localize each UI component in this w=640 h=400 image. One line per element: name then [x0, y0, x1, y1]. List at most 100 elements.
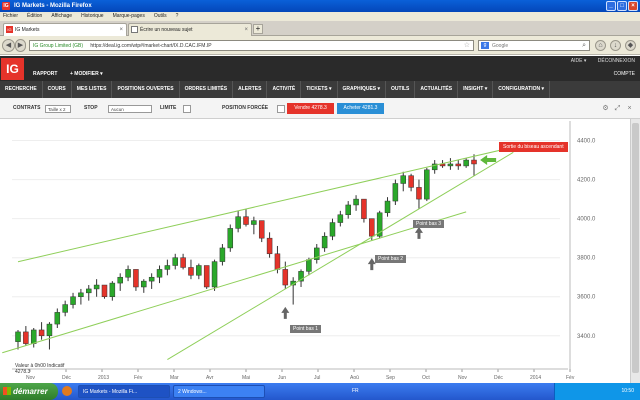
settings-icon[interactable]: ⚙ [602, 105, 609, 112]
menu-edition[interactable]: Édition [27, 13, 43, 19]
candle-body [337, 214, 344, 223]
firefox-quicklaunch-icon[interactable] [62, 386, 72, 396]
candle-body [180, 257, 186, 268]
nav-graphiques[interactable]: GRAPHIQUES ▾ [338, 81, 387, 98]
menu-outils[interactable]: Outils [153, 13, 167, 19]
maximize-button[interactable]: □ [617, 1, 627, 11]
expand-icon[interactable]: ⤢ [614, 105, 621, 112]
compte-link[interactable]: COMPTE [613, 71, 635, 77]
window-title: IG Markets - Mozilla Firefox [14, 3, 92, 9]
site-identity[interactable]: IG Group Limited (GB) [33, 43, 84, 49]
nav-positions-ouvertes[interactable]: POSITIONS OUVERTES [112, 81, 180, 98]
forward-button[interactable]: ▶ [15, 39, 26, 52]
download-icon[interactable]: ↓ [610, 40, 621, 51]
annotation-point-bas-3: Point bas 3 [413, 220, 445, 228]
modifier-button[interactable]: + MODIFIER ▾ [70, 71, 103, 77]
aide-link[interactable]: AIDE ▾ [570, 58, 587, 64]
position-forcee-checkbox[interactable] [277, 105, 285, 113]
addon-icon[interactable]: ◆ [625, 40, 636, 51]
candle-body [258, 220, 265, 239]
deconnexion-link[interactable]: DÉCONNEXION [597, 58, 635, 64]
nav-cours[interactable]: COURS [43, 81, 72, 98]
tab-close-icon[interactable]: × [244, 27, 248, 33]
candle-body [251, 220, 257, 225]
buy-button[interactable]: Acheter 4281.3 [337, 103, 384, 114]
contrats-label: CONTRATS [13, 105, 41, 111]
tab-label: Écrire un nouveau sujet [140, 27, 193, 33]
chart-note-value: 4278.3 [15, 369, 31, 375]
language-indicator[interactable]: FR [352, 388, 359, 394]
nav-tickets[interactable]: TICKETS ▾ [301, 81, 338, 98]
minimize-button[interactable]: _ [606, 1, 616, 11]
x-tick-label: Déc [62, 375, 71, 381]
firefox-icon: IG [2, 2, 10, 10]
contrats-input[interactable]: Taille x 2 [45, 105, 71, 113]
close-icon[interactable]: × [627, 105, 632, 112]
tab-ig-markets[interactable]: IG IG Markets × [3, 23, 127, 36]
search-placeholder: Google [492, 43, 509, 49]
nav-insight[interactable]: INSIGHT ▾ [458, 81, 494, 98]
taskbar-item-windows[interactable]: 2 Windows... [173, 385, 265, 398]
home-icon[interactable]: ⌂ [595, 40, 606, 51]
window-titlebar: IG IG Markets - Mozilla Firefox _ □ × [0, 0, 640, 12]
search-box[interactable]: g Google ⌕ [478, 40, 590, 51]
bookmark-star-icon[interactable]: ☆ [463, 42, 470, 49]
nav-alertes[interactable]: ALERTES [233, 81, 268, 98]
x-tick-label: Nov [26, 375, 35, 381]
candle-body [93, 284, 100, 290]
sell-button[interactable]: Vendre 4278.3 [287, 103, 334, 114]
rapport-link[interactable]: RAPPORT [33, 71, 58, 77]
ig-logo[interactable]: IG [1, 58, 24, 80]
stop-select[interactable]: Aucun [108, 105, 152, 113]
nav-ordres-limites[interactable]: ORDRES LIMITÉS [180, 81, 234, 98]
candle-body [345, 204, 351, 215]
candle-body [306, 259, 312, 272]
candlestick-chart[interactable]: 3400.0 3600.0 3800.0 4000.0 4200.0 4400.0 Nov D… [0, 119, 640, 383]
candle-body [164, 265, 171, 270]
menu-historique[interactable]: Historique [81, 13, 104, 19]
y-tick-label: 4000.0 [577, 217, 596, 223]
tab-ecrire-sujet[interactable]: Écrire un nouveau sujet × [128, 23, 252, 36]
candle-body [455, 163, 462, 167]
x-tick-label: Fév [566, 375, 575, 381]
position-forcee-label: POSITION FORCÉE [222, 105, 269, 111]
candle-body [227, 228, 234, 249]
start-label: démarrer [13, 387, 48, 396]
nav-outils[interactable]: OUTILS [386, 81, 416, 98]
candle-body [70, 296, 76, 305]
deal-row: CONTRATS Taille x 2 STOP Aucun LIMITE PO… [0, 98, 640, 119]
menu-fichier[interactable]: Fichier [3, 13, 19, 19]
menu-help[interactable]: ? [175, 13, 179, 19]
nav-activite[interactable]: ACTIVITÉ [267, 81, 302, 98]
tab-close-icon[interactable]: × [119, 27, 123, 33]
menu-affichage[interactable]: Affichage [51, 13, 73, 19]
nav-actualites[interactable]: ACTUALITÉS [415, 81, 459, 98]
nav-recherche[interactable]: RECHERCHE [0, 81, 43, 98]
search-icon[interactable]: ⌕ [582, 42, 586, 49]
ig-header: IG AIDE ▾ DÉCONNEXION RAPPORT + MODIFIER… [0, 56, 640, 81]
url-bar[interactable]: IG Group Limited (GB) https://deal.ig.co… [29, 40, 474, 51]
trendline-support [2, 211, 467, 354]
candle-body [148, 276, 155, 282]
scrollbar-thumb[interactable] [632, 123, 639, 373]
candle-body [46, 323, 53, 337]
y-tick-label: 4400.0 [577, 139, 596, 145]
tab-label: IG Markets [15, 27, 40, 33]
close-button[interactable]: × [628, 1, 638, 11]
price-chart[interactable]: 3400.0 3600.0 3800.0 4000.0 4200.0 4400.0 Nov D… [0, 119, 640, 383]
limite-checkbox[interactable] [183, 105, 191, 113]
back-button[interactable]: ◀ [2, 39, 15, 52]
chart-scrollbar[interactable] [630, 119, 640, 383]
start-button[interactable]: démarrer [0, 383, 58, 400]
candle-body [196, 265, 202, 276]
taskbar-item-firefox[interactable]: IG Markets - Mozilla Fi... [78, 385, 170, 398]
limite-label: LIMITE [160, 105, 177, 111]
candle-body [282, 269, 289, 286]
candle-body [471, 159, 477, 165]
menu-marque-pages[interactable]: Marque-pages [112, 13, 145, 19]
candle-body [463, 159, 469, 167]
nav-mes-listes[interactable]: MES LISTES [72, 81, 113, 98]
nav-configuration[interactable]: CONFIGURATION ▾ [493, 81, 550, 98]
candle-body [15, 331, 21, 342]
new-tab-button[interactable]: + [253, 24, 263, 34]
